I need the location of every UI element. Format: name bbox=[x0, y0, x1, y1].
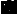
Text: DEMONSTRATED
ABSORPTION
DENSITY: DEMONSTRATED ABSORPTION DENSITY bbox=[3, 0, 17, 14]
Text: GEIS ET AL: GEIS ET AL bbox=[10, 0, 17, 14]
